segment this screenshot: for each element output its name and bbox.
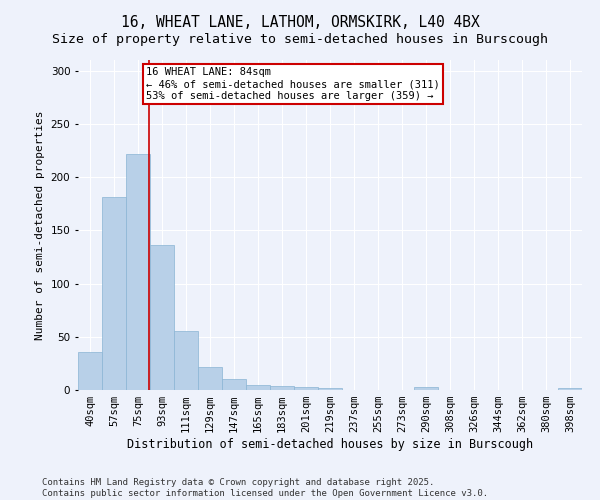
Bar [246,384,270,390]
Y-axis label: Number of semi-detached properties: Number of semi-detached properties [35,110,45,340]
Bar [78,352,102,390]
Bar [198,366,222,390]
Bar [222,380,246,390]
Text: 16, WHEAT LANE, LATHOM, ORMSKIRK, L40 4BX: 16, WHEAT LANE, LATHOM, ORMSKIRK, L40 4B… [121,15,479,30]
Text: 16 WHEAT LANE: 84sqm
← 46% of semi-detached houses are smaller (311)
53% of semi: 16 WHEAT LANE: 84sqm ← 46% of semi-detac… [146,68,440,100]
Bar [294,387,318,390]
Text: Size of property relative to semi-detached houses in Burscough: Size of property relative to semi-detach… [52,32,548,46]
X-axis label: Distribution of semi-detached houses by size in Burscough: Distribution of semi-detached houses by … [127,438,533,451]
Bar [174,332,198,390]
Bar [126,154,150,390]
Bar [558,388,582,390]
Bar [318,388,342,390]
Bar [102,198,126,390]
Text: Contains HM Land Registry data © Crown copyright and database right 2025.
Contai: Contains HM Land Registry data © Crown c… [42,478,488,498]
Bar [150,245,174,390]
Bar [270,386,294,390]
Bar [414,387,438,390]
